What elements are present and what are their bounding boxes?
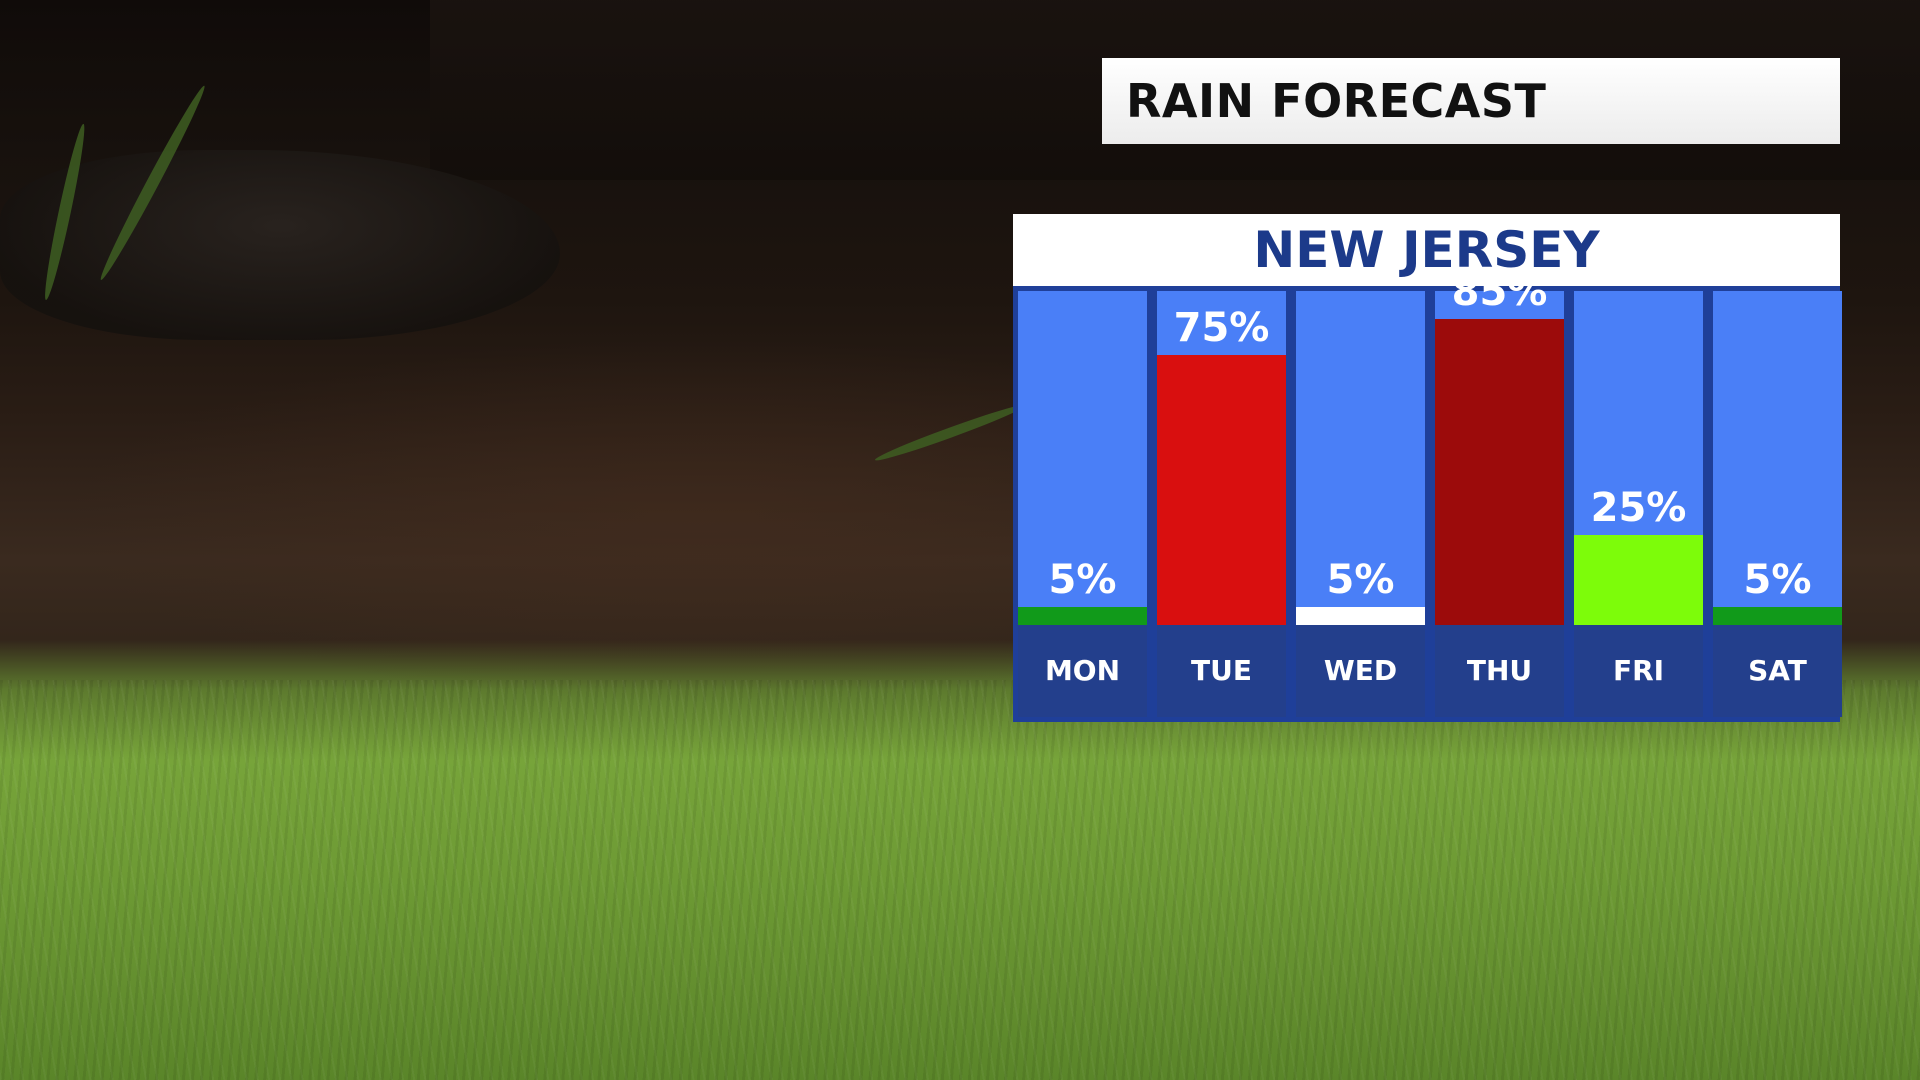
background-rock — [0, 150, 560, 340]
chart-column-tue: 75% TUE — [1157, 291, 1286, 717]
chart-plot-area: 5% MON 75% TUE 5% WED 85% THU 25% FRI 5% SAT — [1013, 269, 1842, 722]
chart-bar-wed — [1296, 607, 1425, 625]
title-banner: RAIN FORECAST — [1102, 58, 1840, 144]
x-tick-label-sat: SAT — [1748, 654, 1807, 687]
chart-column-thu: 85% THU — [1435, 269, 1564, 717]
data-label-mon: 5% — [1048, 557, 1117, 603]
x-tick-label-thu: THU — [1466, 654, 1533, 687]
chart-bar-tue — [1157, 355, 1286, 625]
chart-bar-mon — [1018, 607, 1147, 625]
x-tick-label-mon: MON — [1044, 654, 1121, 687]
x-tick-label-wed: WED — [1323, 654, 1398, 687]
x-tick-label-fri: FRI — [1612, 654, 1665, 687]
chart-column-wed: 5% WED — [1296, 291, 1425, 717]
chart-column-mon: 5% MON — [1018, 291, 1147, 717]
day-band-tue: TUE — [1157, 625, 1286, 717]
data-label-wed: 5% — [1326, 557, 1395, 603]
data-label-tue: 75% — [1173, 305, 1270, 351]
x-tick-label-tue: TUE — [1191, 654, 1252, 687]
chart-bar-sat — [1713, 607, 1842, 625]
data-label-fri: 25% — [1590, 485, 1687, 531]
chart-title: NEW JERSEY — [1253, 221, 1600, 279]
day-band-sat: SAT — [1713, 625, 1842, 717]
chart-bar-thu — [1435, 319, 1564, 625]
page-title: RAIN FORECAST — [1126, 74, 1547, 128]
data-label-sat: 5% — [1743, 557, 1812, 603]
data-label-thu: 85% — [1451, 269, 1548, 315]
day-band-thu: THU — [1435, 625, 1564, 717]
chart-column-fri: 25% FRI — [1574, 291, 1703, 717]
chart-column-sat: 5% SAT — [1713, 291, 1842, 717]
day-band-wed: WED — [1296, 625, 1425, 717]
chart-header: NEW JERSEY — [1013, 214, 1840, 286]
background-grass — [0, 680, 1920, 1080]
rain-forecast-chart: NEW JERSEY 5% MON 75% TUE 5% WED 85% THU 25% FRI 5… — [1013, 214, 1842, 722]
day-band-mon: MON — [1018, 625, 1147, 717]
chart-bar-fri — [1574, 535, 1703, 625]
day-band-fri: FRI — [1574, 625, 1703, 717]
